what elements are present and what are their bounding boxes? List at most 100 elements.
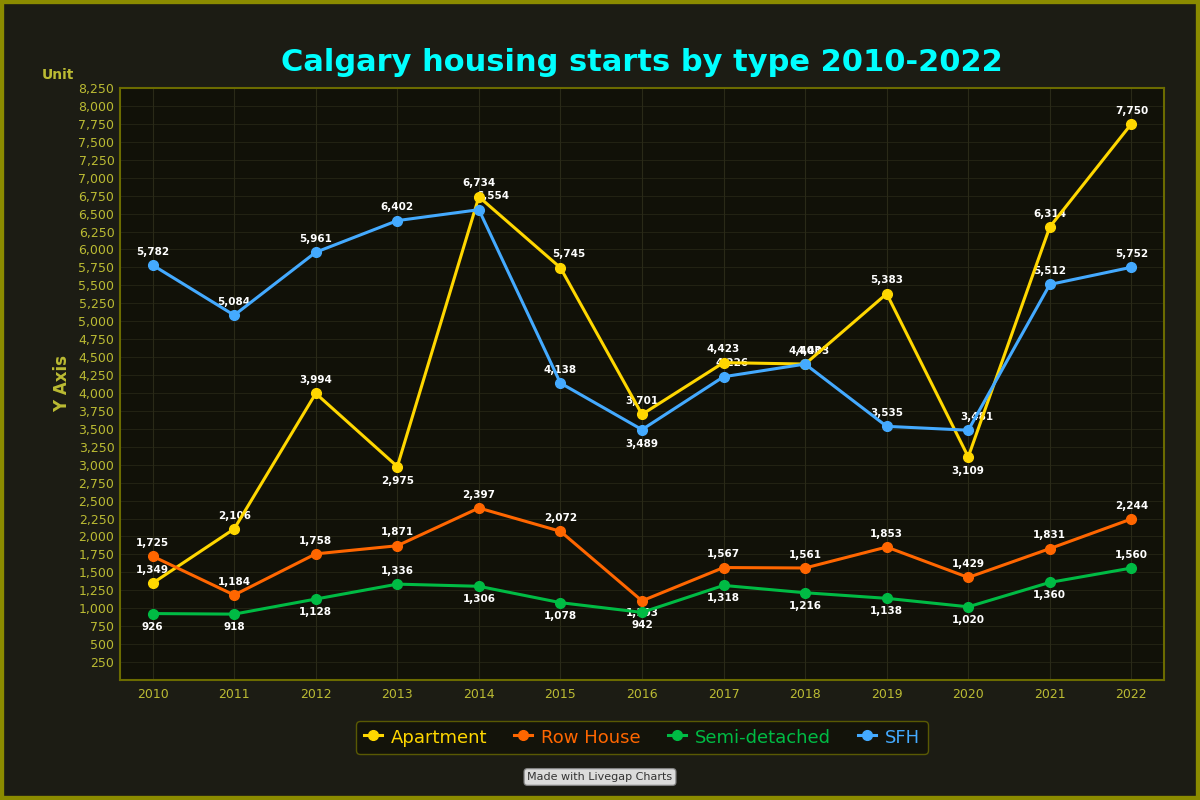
Apartment (145, 578, 160, 588)
Text: 5,782: 5,782 (136, 246, 169, 257)
Row House (308, 549, 323, 558)
Y-axis label: Y Axis: Y Axis (54, 355, 72, 413)
Semi-detached (472, 582, 486, 591)
Line: Semi-detached: Semi-detached (148, 563, 1136, 619)
Row House (716, 562, 731, 572)
Text: 6,314: 6,314 (1033, 209, 1067, 218)
Apartment (308, 389, 323, 398)
Text: 1,560: 1,560 (1115, 550, 1148, 560)
Line: Row House: Row House (148, 503, 1136, 606)
Row House (227, 590, 241, 600)
Text: 1,020: 1,020 (952, 615, 985, 625)
Text: 5,512: 5,512 (1033, 266, 1067, 276)
Text: 5,084: 5,084 (217, 297, 251, 307)
Title: Calgary housing starts by type 2010-2022: Calgary housing starts by type 2010-2022 (281, 48, 1003, 78)
Row House (145, 551, 160, 561)
Semi-detached (227, 610, 241, 619)
Apartment (880, 289, 894, 298)
Text: 5,745: 5,745 (552, 250, 586, 259)
Apartment (798, 359, 812, 369)
SFH (716, 372, 731, 382)
SFH (145, 260, 160, 270)
Text: 4,403: 4,403 (788, 346, 822, 356)
Text: 1,758: 1,758 (299, 535, 332, 546)
SFH (1124, 262, 1139, 272)
Text: 1,128: 1,128 (299, 607, 332, 617)
Text: 6,402: 6,402 (380, 202, 414, 212)
SFH (798, 359, 812, 369)
Text: 1,336: 1,336 (380, 566, 414, 576)
Text: 1,103: 1,103 (625, 607, 659, 618)
Text: 3,109: 3,109 (952, 466, 985, 476)
Text: 1,349: 1,349 (136, 565, 169, 575)
SFH (227, 310, 241, 320)
Text: 4,226: 4,226 (715, 358, 749, 369)
Row House (880, 542, 894, 552)
Row House (472, 503, 486, 513)
Line: Apartment: Apartment (148, 119, 1136, 588)
SFH (308, 247, 323, 257)
Text: 1,318: 1,318 (707, 594, 740, 603)
Semi-detached (961, 602, 976, 612)
Row House (1124, 514, 1139, 524)
SFH (635, 425, 649, 434)
Text: 4,423: 4,423 (707, 344, 740, 354)
Text: 1,831: 1,831 (1033, 530, 1067, 540)
Text: 1,725: 1,725 (136, 538, 169, 548)
Text: 1,429: 1,429 (952, 559, 985, 569)
Semi-detached (798, 588, 812, 598)
Apartment (553, 263, 568, 273)
Semi-detached (390, 579, 404, 589)
Semi-detached (308, 594, 323, 604)
SFH (880, 422, 894, 431)
Text: 4,138: 4,138 (544, 365, 577, 374)
Text: 2,072: 2,072 (544, 513, 577, 523)
Semi-detached (553, 598, 568, 607)
Text: 1,871: 1,871 (380, 527, 414, 538)
Text: 1,138: 1,138 (870, 606, 904, 616)
Text: 926: 926 (142, 622, 163, 632)
Row House (1043, 544, 1057, 554)
Legend: Apartment, Row House, Semi-detached, SFH: Apartment, Row House, Semi-detached, SFH (356, 721, 928, 754)
Text: 1,078: 1,078 (544, 610, 577, 621)
Line: SFH: SFH (148, 205, 1136, 435)
Text: 1,853: 1,853 (870, 529, 904, 538)
Text: 3,481: 3,481 (960, 412, 994, 422)
Apartment (390, 462, 404, 471)
Text: 2,244: 2,244 (1115, 501, 1148, 510)
Semi-detached (716, 581, 731, 590)
Semi-detached (635, 608, 649, 618)
Semi-detached (145, 609, 160, 618)
Text: 3,489: 3,489 (625, 439, 659, 449)
Text: 1,561: 1,561 (788, 550, 822, 560)
Semi-detached (880, 594, 894, 603)
Row House (798, 563, 812, 573)
Apartment (472, 192, 486, 202)
Text: 5,752: 5,752 (1115, 249, 1148, 259)
Apartment (635, 410, 649, 419)
Row House (553, 526, 568, 536)
Text: 3,701: 3,701 (625, 396, 659, 406)
Text: 1,306: 1,306 (462, 594, 496, 604)
Semi-detached (1043, 578, 1057, 587)
Apartment (227, 524, 241, 534)
Text: 942: 942 (631, 621, 653, 630)
Text: 5,961: 5,961 (299, 234, 332, 244)
SFH (961, 426, 976, 435)
SFH (1043, 280, 1057, 290)
Text: 3,535: 3,535 (870, 408, 904, 418)
Apartment (1124, 119, 1139, 129)
Text: 7,750: 7,750 (1115, 106, 1148, 115)
Text: 2,397: 2,397 (462, 490, 496, 500)
Text: 6,734: 6,734 (462, 178, 496, 189)
SFH (390, 216, 404, 226)
Text: 1,184: 1,184 (217, 577, 251, 586)
SFH (553, 378, 568, 388)
Apartment (961, 452, 976, 462)
Text: 2,975: 2,975 (380, 476, 414, 486)
Text: 1,216: 1,216 (788, 601, 822, 610)
Semi-detached (1124, 563, 1139, 573)
Text: Made with Livegap Charts: Made with Livegap Charts (528, 772, 672, 782)
Text: 918: 918 (223, 622, 245, 632)
Text: 1,360: 1,360 (1033, 590, 1067, 601)
